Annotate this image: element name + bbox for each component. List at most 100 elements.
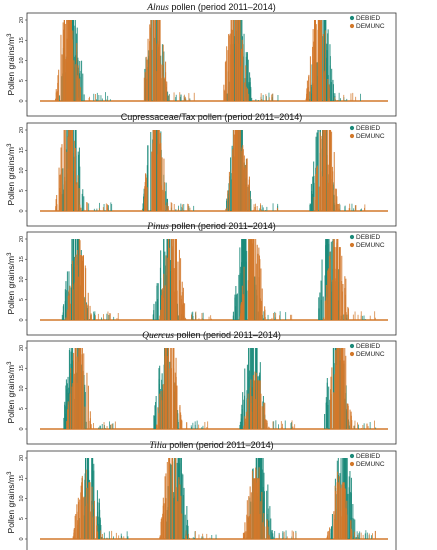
bar-demunc xyxy=(374,530,376,539)
bar-demunc xyxy=(237,130,239,211)
bar-demunc xyxy=(313,41,315,101)
bar-debied xyxy=(99,525,101,539)
bar-debied xyxy=(327,29,329,101)
bar-debied xyxy=(325,397,327,429)
bar-demunc xyxy=(110,424,112,429)
legend-label-debied: DEBIED xyxy=(356,125,381,132)
bar-debied xyxy=(235,306,237,320)
bar-demunc xyxy=(161,295,163,320)
bar-demunc xyxy=(157,44,159,101)
bar-debied xyxy=(161,384,163,429)
bar-demunc xyxy=(168,95,170,101)
bar-demunc xyxy=(63,130,65,211)
bar-demunc xyxy=(185,318,187,320)
bar-demunc xyxy=(354,531,355,539)
bar-debied xyxy=(361,208,362,211)
bar-demunc xyxy=(166,348,168,429)
bar-demunc xyxy=(77,276,79,320)
bar-demunc xyxy=(151,151,153,211)
bar-demunc xyxy=(160,309,162,320)
bar-demunc xyxy=(241,147,243,211)
y-tick-label: 0 xyxy=(19,318,25,321)
bar-debied xyxy=(61,314,63,320)
bar-demunc xyxy=(271,94,273,101)
bar-demunc xyxy=(102,207,104,211)
bar-debied xyxy=(290,423,292,429)
bar-demunc xyxy=(254,478,256,540)
y-tick-label: 0 xyxy=(19,537,25,540)
bar-debied xyxy=(340,98,341,101)
bar-debied xyxy=(358,533,360,539)
bar-debied xyxy=(273,421,275,429)
bar-demunc xyxy=(73,352,75,429)
bar-demunc xyxy=(254,207,256,211)
y-tick-label: 15 xyxy=(19,256,25,262)
bar-demunc xyxy=(333,247,335,320)
bar-demunc xyxy=(159,143,161,211)
bar-demunc xyxy=(245,86,247,101)
bar-demunc xyxy=(266,427,268,429)
bar-debied xyxy=(74,25,76,102)
bar-demunc xyxy=(239,20,241,101)
panel-title-taxon: Quercus xyxy=(142,331,174,341)
bar-debied xyxy=(226,198,228,211)
bar-demunc xyxy=(80,255,82,320)
bar-demunc xyxy=(63,29,65,102)
bar-demunc xyxy=(346,514,348,539)
bar-demunc xyxy=(318,186,320,211)
bar-demunc xyxy=(350,528,352,539)
bar-debied xyxy=(101,317,102,320)
bar-demunc xyxy=(207,421,209,429)
bar-demunc xyxy=(72,536,74,539)
bar-debied xyxy=(291,422,292,429)
bar-debied xyxy=(375,427,377,429)
bar-demunc xyxy=(254,478,257,540)
y-tick-label: 0 xyxy=(19,99,25,102)
bar-demunc xyxy=(187,204,189,211)
y-axis-label: Pollen grains/m3 xyxy=(6,143,16,206)
bar-debied xyxy=(245,56,247,101)
bar-debied xyxy=(242,239,244,320)
bar-demunc xyxy=(76,356,78,429)
bar-demunc xyxy=(182,304,184,320)
bar-debied xyxy=(270,538,272,539)
bar-demunc xyxy=(242,294,244,320)
bar-debied xyxy=(240,130,242,211)
bar-demunc xyxy=(160,186,162,211)
bar-demunc xyxy=(70,368,72,429)
bar-demunc xyxy=(349,537,351,539)
bar-demunc xyxy=(96,537,98,539)
bar-demunc xyxy=(295,532,297,539)
bar-demunc xyxy=(179,405,181,429)
bar-demunc xyxy=(168,348,170,429)
bar-debied xyxy=(69,348,71,429)
bar-demunc xyxy=(247,184,249,211)
bar-demunc xyxy=(100,536,102,539)
bar-demunc xyxy=(191,318,193,320)
bar-debied xyxy=(330,82,332,101)
bar-demunc xyxy=(226,46,228,101)
bar-demunc xyxy=(165,473,167,539)
bar-debied xyxy=(312,176,314,211)
bar-debied xyxy=(249,92,251,101)
bar-demunc xyxy=(73,532,75,539)
bar-debied xyxy=(87,458,89,539)
bar-demunc xyxy=(335,491,337,539)
bar-demunc xyxy=(172,348,174,429)
bar-demunc xyxy=(333,511,335,539)
bar-demunc xyxy=(306,93,308,101)
bar-demunc xyxy=(328,270,330,320)
bar-demunc xyxy=(269,536,271,539)
bar-demunc xyxy=(146,177,148,211)
bar-demunc xyxy=(56,91,58,101)
bar-debied xyxy=(192,537,194,539)
bar-demunc xyxy=(164,476,166,539)
bar-demunc xyxy=(331,367,333,429)
bar-debied xyxy=(355,537,357,539)
bar-demunc xyxy=(317,20,320,101)
bar-demunc xyxy=(174,458,176,539)
bar-debied xyxy=(183,204,185,211)
bar-demunc xyxy=(163,158,165,211)
bar-debied xyxy=(250,88,252,101)
bar-debied xyxy=(88,203,90,211)
